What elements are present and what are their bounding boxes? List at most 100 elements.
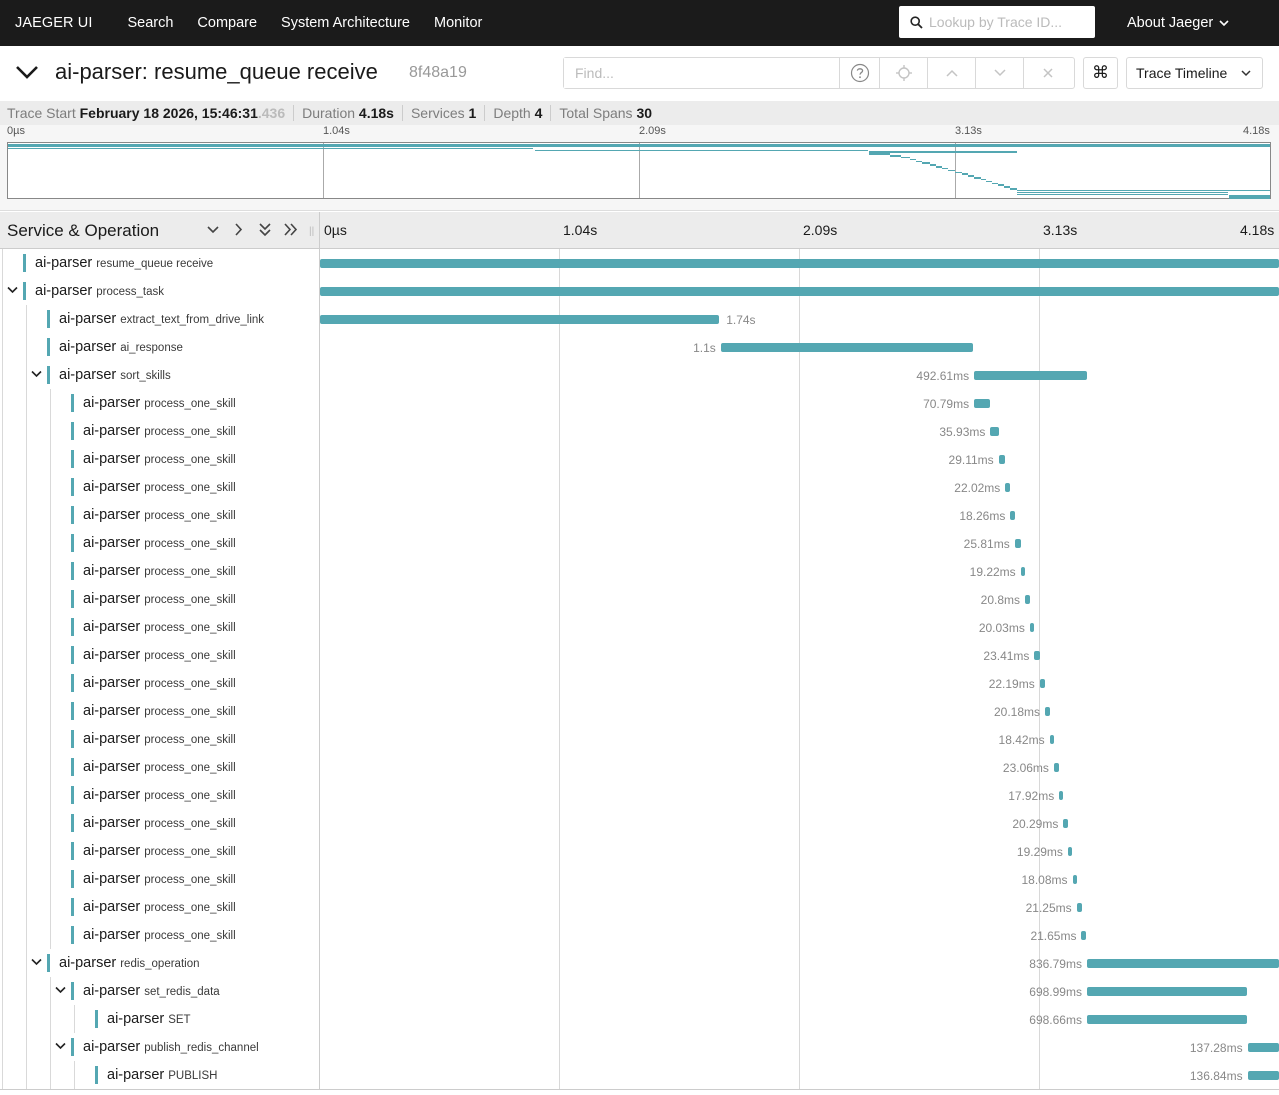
span-bar[interactable] — [720, 343, 974, 352]
span-bar[interactable] — [1044, 707, 1050, 716]
span-row[interactable]: ai-parser process_one_skill 70.79ms — [0, 389, 1279, 417]
collapse-all-icon[interactable] — [252, 222, 278, 238]
span-bar[interactable] — [1005, 483, 1011, 492]
span-bar[interactable] — [1086, 959, 1279, 968]
help-icon[interactable] — [840, 58, 880, 88]
resize-handle-icon[interactable]: || — [309, 226, 315, 237]
span-row[interactable]: ai-parser process_one_skill 18.42ms — [0, 725, 1279, 753]
span-bar[interactable] — [1053, 763, 1060, 772]
span-name-cell[interactable]: ai-parser process_one_skill — [0, 501, 319, 529]
span-bar[interactable] — [1025, 595, 1030, 604]
span-bar[interactable] — [1049, 735, 1054, 744]
span-bar[interactable] — [1067, 847, 1073, 856]
minimap-canvas[interactable] — [7, 142, 1271, 199]
span-bar[interactable] — [1020, 567, 1026, 576]
span-name-cell[interactable]: ai-parser process_one_skill — [0, 445, 319, 473]
span-row[interactable]: ai-parser process_one_skill 25.81ms — [0, 529, 1279, 557]
clear-search-icon[interactable] — [1024, 58, 1072, 88]
span-bar[interactable] — [1086, 1015, 1248, 1024]
span-row[interactable]: ai-parser extract_text_from_drive_link 1.7… — [0, 305, 1279, 333]
span-bar[interactable] — [1072, 875, 1077, 884]
span-bar[interactable] — [1247, 1071, 1279, 1080]
span-row[interactable]: ai-parser redis_operation 836.79ms — [0, 949, 1279, 977]
span-bar[interactable] — [1076, 903, 1082, 912]
find-input[interactable] — [564, 58, 840, 88]
span-name-cell[interactable]: ai-parser process_one_skill — [0, 389, 319, 417]
span-bar[interactable] — [998, 455, 1006, 464]
span-name-cell[interactable]: ai-parser process_one_skill — [0, 613, 319, 641]
span-name-cell[interactable]: ai-parser process_task — [0, 277, 319, 305]
span-row[interactable]: ai-parser SET 698.66ms — [0, 1005, 1279, 1033]
span-row[interactable]: ai-parser process_one_skill 20.8ms — [0, 585, 1279, 613]
chevron-down-icon[interactable] — [7, 286, 18, 294]
span-name-cell[interactable]: ai-parser sort_skills — [0, 361, 319, 389]
span-bar[interactable] — [1059, 791, 1064, 800]
chevron-down-icon[interactable] — [55, 1042, 66, 1050]
span-name-cell[interactable]: ai-parser process_one_skill — [0, 417, 319, 445]
locate-icon[interactable] — [880, 58, 928, 88]
span-name-cell[interactable]: ai-parser process_one_skill — [0, 473, 319, 501]
span-row[interactable]: ai-parser process_one_skill 18.08ms — [0, 865, 1279, 893]
span-row[interactable]: ai-parser sort_skills 492.61ms — [0, 361, 1279, 389]
span-bar[interactable] — [974, 371, 1088, 380]
span-bar[interactable] — [1247, 1043, 1279, 1052]
span-bar[interactable] — [320, 287, 1279, 296]
span-row[interactable]: ai-parser ai_response 1.1s — [0, 333, 1279, 361]
span-bar[interactable] — [1029, 623, 1035, 632]
nav-compare[interactable]: Compare — [197, 15, 258, 31]
span-row[interactable]: ai-parser resume_queue receive — [0, 249, 1279, 277]
span-name-cell[interactable]: ai-parser process_one_skill — [0, 809, 319, 837]
span-bar[interactable] — [974, 399, 991, 408]
span-row[interactable]: ai-parser process_one_skill 21.65ms — [0, 921, 1279, 949]
trace-minimap[interactable]: 0µs 1.04s 2.09s 3.13s 4.18s — [0, 125, 1279, 211]
span-row[interactable]: ai-parser process_one_skill 20.18ms — [0, 697, 1279, 725]
span-row[interactable]: ai-parser PUBLISH 136.84ms — [0, 1061, 1279, 1089]
keyboard-shortcuts-button[interactable]: ⌘ — [1083, 57, 1118, 89]
span-row[interactable]: ai-parser process_one_skill 19.29ms — [0, 837, 1279, 865]
brand-logo[interactable]: JAEGER UI — [15, 15, 93, 31]
nav-system-architecture[interactable]: System Architecture — [281, 15, 410, 31]
span-row[interactable]: ai-parser process_one_skill 21.25ms — [0, 893, 1279, 921]
span-bar[interactable] — [1014, 539, 1021, 548]
span-row[interactable]: ai-parser set_redis_data 698.99ms — [0, 977, 1279, 1005]
span-row[interactable]: ai-parser process_one_skill 23.06ms — [0, 753, 1279, 781]
trace-id-input[interactable] — [929, 14, 1089, 30]
span-name-cell[interactable]: ai-parser set_redis_data — [0, 977, 319, 1005]
span-name-cell[interactable]: ai-parser redis_operation — [0, 949, 319, 977]
next-match-icon[interactable] — [976, 58, 1024, 88]
span-row[interactable]: ai-parser process_one_skill 23.41ms — [0, 641, 1279, 669]
view-mode-select[interactable]: Trace Timeline — [1126, 57, 1263, 89]
collapse-one-icon[interactable] — [200, 222, 226, 238]
span-row[interactable]: ai-parser process_one_skill 35.93ms — [0, 417, 1279, 445]
span-name-cell[interactable]: ai-parser extract_text_from_drive_link — [0, 305, 319, 333]
chevron-down-icon[interactable] — [31, 958, 42, 966]
expand-all-icon[interactable] — [278, 222, 304, 238]
chevron-down-icon[interactable] — [55, 986, 66, 994]
expand-one-icon[interactable] — [226, 222, 252, 238]
span-name-cell[interactable]: ai-parser process_one_skill — [0, 585, 319, 613]
span-name-cell[interactable]: ai-parser process_one_skill — [0, 529, 319, 557]
span-name-cell[interactable]: ai-parser ai_response — [0, 333, 319, 361]
span-bar[interactable] — [1034, 651, 1040, 660]
span-row[interactable]: ai-parser process_task — [0, 277, 1279, 305]
span-name-cell[interactable]: ai-parser process_one_skill — [0, 921, 319, 949]
span-row[interactable]: ai-parser publish_redis_channel 137.28ms — [0, 1033, 1279, 1061]
span-bar[interactable] — [320, 315, 720, 324]
span-bar[interactable] — [990, 427, 999, 436]
span-name-cell[interactable]: ai-parser process_one_skill — [0, 753, 319, 781]
previous-match-icon[interactable] — [928, 58, 976, 88]
span-row[interactable]: ai-parser process_one_skill 19.22ms — [0, 557, 1279, 585]
span-name-cell[interactable]: ai-parser resume_queue receive — [0, 249, 319, 277]
nav-search[interactable]: Search — [127, 15, 174, 31]
span-name-cell[interactable]: ai-parser process_one_skill — [0, 557, 319, 585]
span-row[interactable]: ai-parser process_one_skill 22.19ms — [0, 669, 1279, 697]
span-name-cell[interactable]: ai-parser process_one_skill — [0, 669, 319, 697]
collapse-chevron-icon[interactable] — [15, 64, 39, 80]
span-name-cell[interactable]: ai-parser process_one_skill — [0, 837, 319, 865]
span-row[interactable]: ai-parser process_one_skill 17.92ms — [0, 781, 1279, 809]
span-row[interactable]: ai-parser process_one_skill 20.29ms — [0, 809, 1279, 837]
nav-monitor[interactable]: Monitor — [433, 15, 483, 31]
column-divider[interactable] — [319, 212, 320, 1089]
about-jaeger-menu[interactable]: About Jaeger — [1127, 0, 1229, 46]
span-row[interactable]: ai-parser process_one_skill 29.11ms — [0, 445, 1279, 473]
